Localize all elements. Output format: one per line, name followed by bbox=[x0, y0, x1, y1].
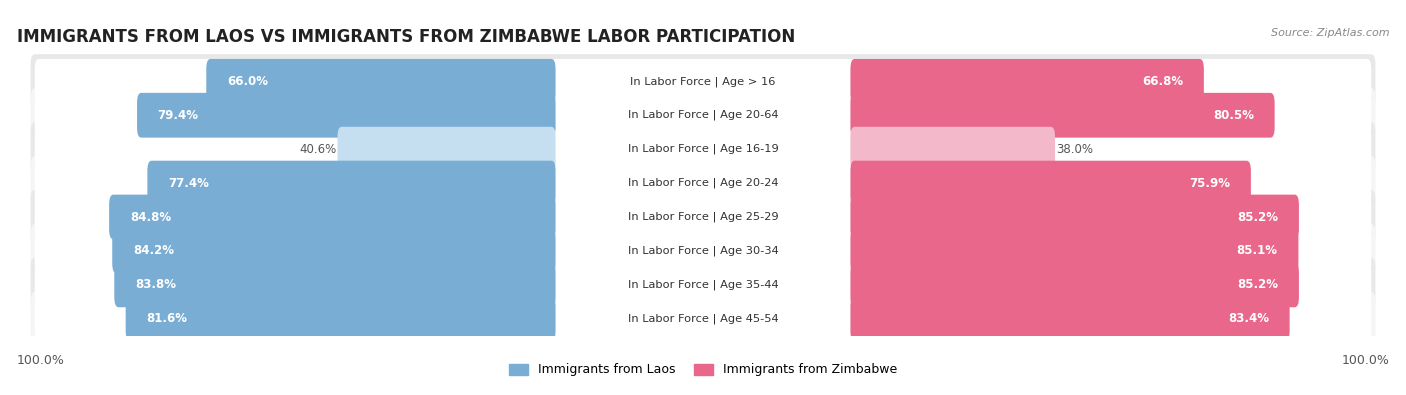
FancyBboxPatch shape bbox=[851, 262, 1299, 307]
FancyBboxPatch shape bbox=[35, 296, 1371, 341]
Text: In Labor Force | Age 20-64: In Labor Force | Age 20-64 bbox=[627, 110, 779, 120]
FancyBboxPatch shape bbox=[35, 161, 1371, 205]
FancyBboxPatch shape bbox=[35, 229, 1371, 273]
Text: 66.8%: 66.8% bbox=[1142, 75, 1184, 88]
FancyBboxPatch shape bbox=[31, 54, 1375, 109]
FancyBboxPatch shape bbox=[851, 195, 1299, 239]
FancyBboxPatch shape bbox=[35, 127, 1371, 171]
Text: 83.8%: 83.8% bbox=[135, 278, 176, 292]
Text: In Labor Force | Age > 16: In Labor Force | Age > 16 bbox=[630, 76, 776, 87]
Text: 66.0%: 66.0% bbox=[226, 75, 269, 88]
Text: 85.1%: 85.1% bbox=[1237, 245, 1278, 258]
Text: 40.6%: 40.6% bbox=[299, 143, 336, 156]
Text: 81.6%: 81.6% bbox=[146, 312, 187, 325]
Text: 80.5%: 80.5% bbox=[1213, 109, 1254, 122]
FancyBboxPatch shape bbox=[35, 195, 1371, 239]
FancyBboxPatch shape bbox=[851, 296, 1289, 341]
FancyBboxPatch shape bbox=[35, 59, 1371, 104]
FancyBboxPatch shape bbox=[851, 93, 1275, 137]
FancyBboxPatch shape bbox=[31, 156, 1375, 210]
Legend: Immigrants from Laos, Immigrants from Zimbabwe: Immigrants from Laos, Immigrants from Zi… bbox=[503, 358, 903, 382]
FancyBboxPatch shape bbox=[110, 195, 555, 239]
Text: In Labor Force | Age 35-44: In Labor Force | Age 35-44 bbox=[627, 280, 779, 290]
Text: 100.0%: 100.0% bbox=[1341, 354, 1389, 367]
FancyBboxPatch shape bbox=[851, 127, 1054, 171]
FancyBboxPatch shape bbox=[337, 127, 555, 171]
FancyBboxPatch shape bbox=[31, 292, 1375, 346]
FancyBboxPatch shape bbox=[851, 229, 1298, 273]
Text: 84.8%: 84.8% bbox=[129, 211, 172, 224]
Text: 85.2%: 85.2% bbox=[1237, 211, 1278, 224]
Text: 79.4%: 79.4% bbox=[157, 109, 198, 122]
Text: 75.9%: 75.9% bbox=[1189, 177, 1230, 190]
FancyBboxPatch shape bbox=[136, 93, 555, 137]
Text: In Labor Force | Age 30-34: In Labor Force | Age 30-34 bbox=[627, 246, 779, 256]
Text: In Labor Force | Age 20-24: In Labor Force | Age 20-24 bbox=[627, 178, 779, 188]
FancyBboxPatch shape bbox=[851, 161, 1251, 205]
Text: 83.4%: 83.4% bbox=[1227, 312, 1270, 325]
FancyBboxPatch shape bbox=[148, 161, 555, 205]
Text: 100.0%: 100.0% bbox=[17, 354, 65, 367]
Text: In Labor Force | Age 25-29: In Labor Force | Age 25-29 bbox=[627, 212, 779, 222]
Text: In Labor Force | Age 16-19: In Labor Force | Age 16-19 bbox=[627, 144, 779, 154]
Text: In Labor Force | Age 45-54: In Labor Force | Age 45-54 bbox=[627, 314, 779, 324]
FancyBboxPatch shape bbox=[114, 262, 555, 307]
FancyBboxPatch shape bbox=[31, 224, 1375, 278]
Text: 85.2%: 85.2% bbox=[1237, 278, 1278, 292]
FancyBboxPatch shape bbox=[31, 190, 1375, 244]
FancyBboxPatch shape bbox=[31, 258, 1375, 312]
FancyBboxPatch shape bbox=[125, 296, 555, 341]
FancyBboxPatch shape bbox=[31, 88, 1375, 142]
Text: 77.4%: 77.4% bbox=[169, 177, 209, 190]
Text: Source: ZipAtlas.com: Source: ZipAtlas.com bbox=[1271, 28, 1389, 38]
Text: IMMIGRANTS FROM LAOS VS IMMIGRANTS FROM ZIMBABWE LABOR PARTICIPATION: IMMIGRANTS FROM LAOS VS IMMIGRANTS FROM … bbox=[17, 28, 796, 46]
Text: 84.2%: 84.2% bbox=[134, 245, 174, 258]
FancyBboxPatch shape bbox=[112, 229, 555, 273]
FancyBboxPatch shape bbox=[31, 122, 1375, 176]
FancyBboxPatch shape bbox=[35, 93, 1371, 137]
Text: 38.0%: 38.0% bbox=[1056, 143, 1094, 156]
FancyBboxPatch shape bbox=[207, 59, 555, 104]
FancyBboxPatch shape bbox=[35, 262, 1371, 307]
FancyBboxPatch shape bbox=[851, 59, 1204, 104]
